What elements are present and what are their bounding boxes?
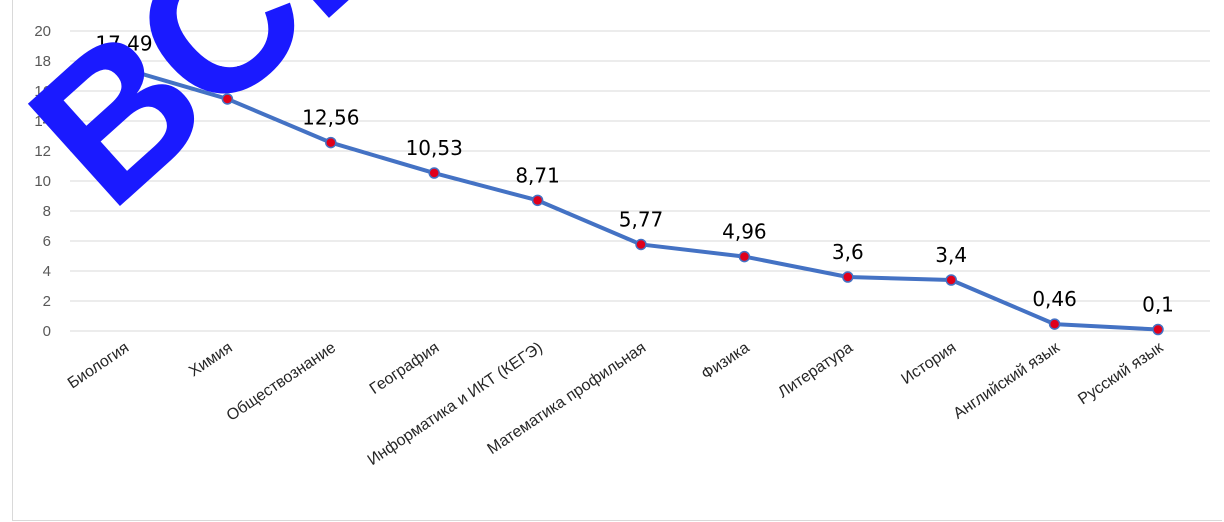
x-category-label: Русский язык: [1075, 339, 1167, 409]
y-tick-label: 20: [34, 23, 51, 40]
y-tick-label: 18: [34, 53, 51, 70]
data-label: 12,56: [302, 106, 359, 130]
data-label: 0,46: [1032, 287, 1077, 311]
data-labels: 17,49 15,47 12,56 10,53 8,71 5,77 4,96 3,6 3,4 0,…: [95, 32, 1174, 317]
data-label: 10,53: [406, 136, 463, 160]
x-category-label: География: [367, 339, 443, 398]
y-tick-label: 0: [43, 323, 51, 340]
data-point: [738, 250, 751, 263]
y-tick-label: 12: [34, 143, 51, 160]
data-point: [635, 238, 647, 251]
y-axis: 0 2 4 6 8 10 12 14 16 18 20: [34, 23, 51, 340]
y-tick-label: 6: [43, 233, 51, 250]
x-category-label: Литература: [775, 339, 856, 401]
data-point: [325, 136, 337, 149]
x-category-label: Информатика и ИКТ (КЕГЭ): [365, 339, 546, 469]
y-tick-label: 2: [43, 293, 51, 310]
data-label: 5,77: [619, 207, 664, 231]
y-tick-label: 4: [43, 263, 51, 280]
data-label: 17,49: [95, 32, 152, 56]
data-label: 4,96: [722, 220, 767, 244]
x-category-label: История: [898, 339, 959, 388]
x-category-label: Биология: [65, 339, 132, 392]
data-point: [428, 167, 440, 179]
data-point: [221, 93, 234, 105]
data-point: [945, 274, 957, 286]
gridlines: [70, 30, 1210, 332]
data-point: [118, 62, 130, 75]
data-label: 15,47: [199, 62, 256, 86]
data-point: [1048, 318, 1061, 330]
data-label: 3,4: [935, 243, 967, 267]
y-tick-label: 14: [34, 113, 51, 130]
y-tick-label: 10: [34, 173, 51, 190]
y-tick-label: 8: [43, 203, 51, 220]
x-category-label: Английский язык: [951, 339, 1064, 423]
data-label: 0,1: [1142, 293, 1174, 317]
data-point: [531, 194, 544, 207]
data-point: [1152, 323, 1164, 336]
data-label: 8,71: [515, 163, 560, 187]
data-label: 3,6: [832, 240, 864, 264]
series-markers: [118, 62, 1164, 336]
watermark-text: ВСЕ: [0, 0, 447, 247]
y-tick-label: 16: [34, 83, 51, 100]
x-category-label: Химия: [186, 339, 235, 380]
x-category-label: Обществознание: [224, 339, 339, 425]
x-category-label: Физика: [699, 339, 753, 383]
data-point: [842, 271, 854, 283]
